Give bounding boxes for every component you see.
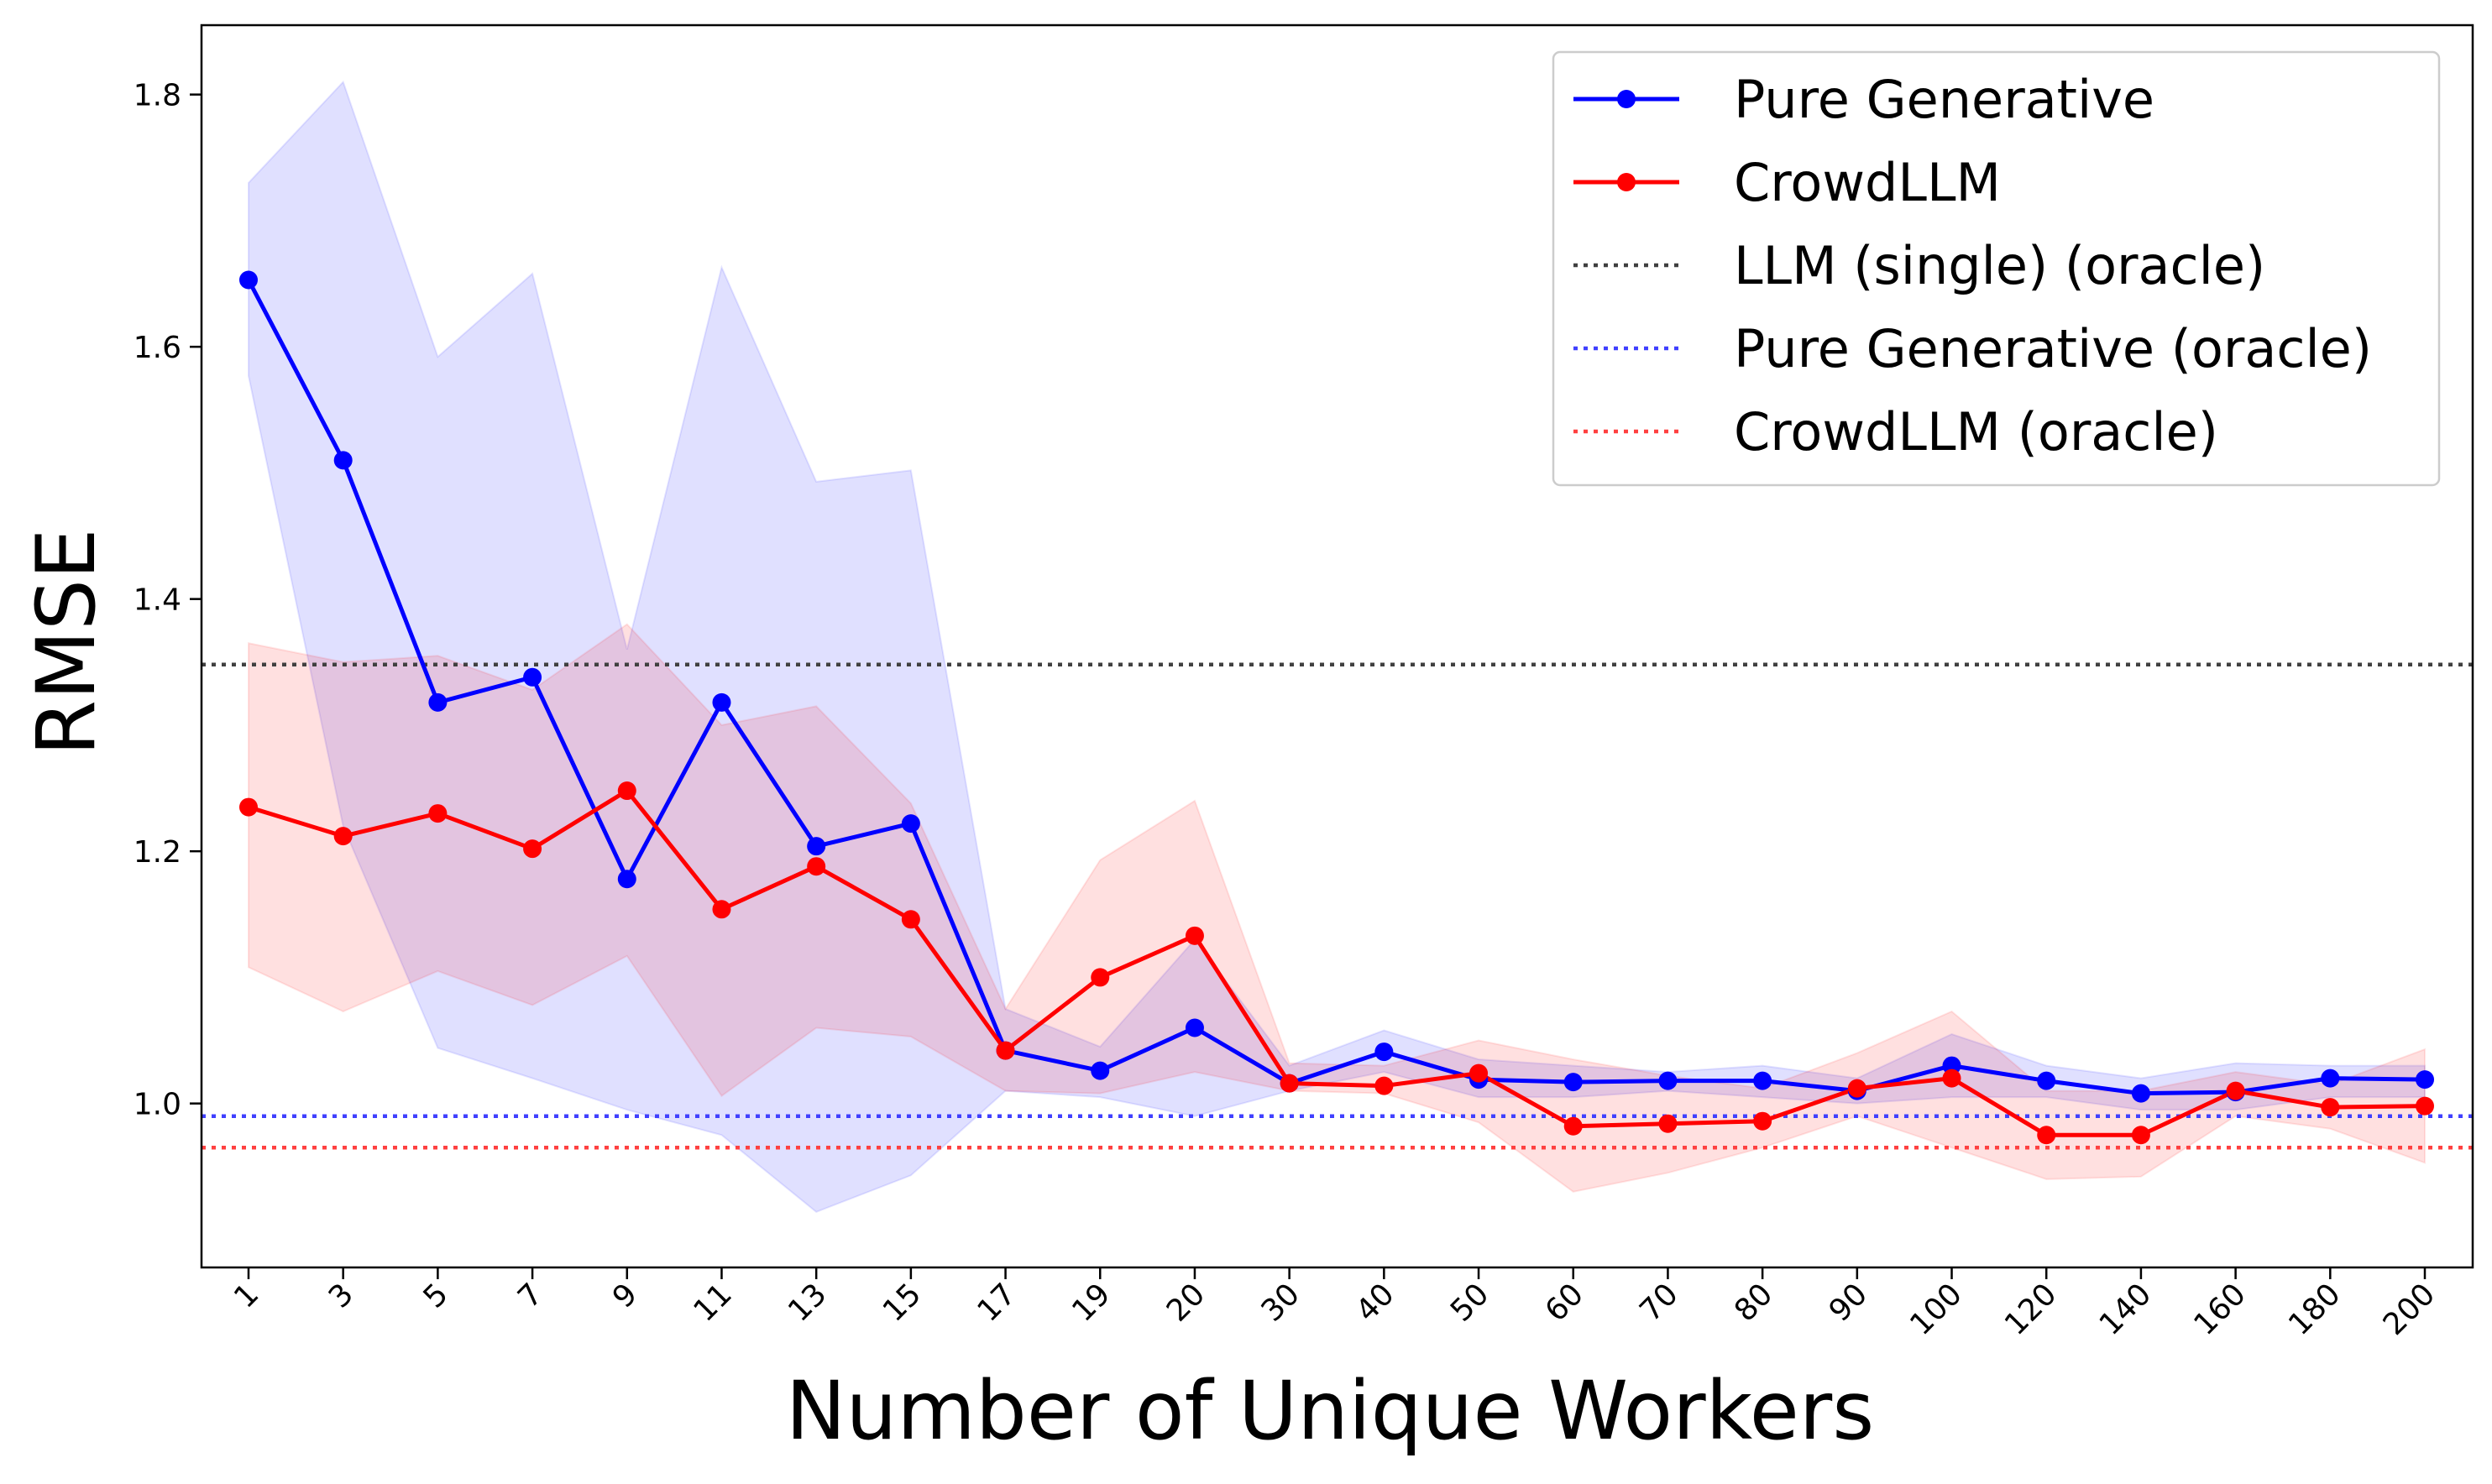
point-pure-generative bbox=[1374, 1042, 1394, 1062]
point-crowdllm bbox=[428, 804, 448, 823]
point-crowdllm bbox=[1563, 1116, 1583, 1136]
y-axis-label: RMSE bbox=[19, 528, 113, 755]
point-pure-generative bbox=[712, 692, 731, 712]
plot-frame bbox=[200, 24, 2474, 1269]
x-tick-label: 7 bbox=[511, 1277, 549, 1314]
point-crowdllm bbox=[617, 781, 636, 801]
legend-marker bbox=[1617, 173, 1636, 191]
point-crowdllm bbox=[1374, 1076, 1394, 1095]
x-tick-label: 20 bbox=[1160, 1277, 1212, 1328]
point-pure-generative bbox=[2131, 1084, 2150, 1103]
point-crowdllm bbox=[1469, 1063, 1489, 1083]
point-crowdllm bbox=[1753, 1111, 1772, 1131]
point-pure-generative bbox=[428, 692, 448, 712]
line-crowdllm bbox=[248, 788, 2426, 1137]
legend-label: LLM (single) (oracle) bbox=[1734, 235, 2265, 296]
x-tick-label: 70 bbox=[1633, 1277, 1684, 1328]
point-crowdllm bbox=[996, 1041, 1015, 1060]
legend-label: CrowdLLM bbox=[1734, 152, 2001, 213]
x-tick-label: 13 bbox=[782, 1277, 833, 1328]
x-tick-label: 60 bbox=[1539, 1277, 1590, 1328]
y-tick-label: 1.6 bbox=[134, 331, 181, 365]
x-tick-label: 15 bbox=[877, 1277, 928, 1328]
x-tick-label: 80 bbox=[1728, 1277, 1779, 1328]
x-axis: 1 3 5 7 9 11 13 15 17 19 20 30 40 50 60 70 80 90 100 120 140… bbox=[228, 1267, 2442, 1342]
legend-marker bbox=[1617, 90, 1636, 108]
point-crowdllm bbox=[2131, 1126, 2150, 1145]
y-tick-label: 1.0 bbox=[134, 1088, 181, 1122]
y-tick-label: 1.2 bbox=[134, 835, 181, 870]
point-pure-generative bbox=[2321, 1069, 2340, 1088]
x-tick-label: 160 bbox=[2187, 1277, 2253, 1342]
point-crowdllm bbox=[239, 797, 258, 817]
point-pure-generative bbox=[1753, 1071, 1772, 1090]
band-crowdllm bbox=[248, 623, 2426, 1193]
x-tick-label: 9 bbox=[606, 1277, 644, 1314]
y-axis: 1.0 1.2 1.4 1.6 1.8 bbox=[134, 79, 202, 1122]
x-tick-label: 90 bbox=[1823, 1277, 1874, 1328]
point-pure-generative bbox=[333, 451, 353, 470]
point-crowdllm bbox=[1280, 1074, 1299, 1093]
series-lines bbox=[246, 279, 2426, 1137]
point-pure-generative bbox=[239, 270, 258, 290]
legend-label: CrowdLLM (oracle) bbox=[1734, 401, 2218, 462]
x-tick-label: 30 bbox=[1255, 1277, 1306, 1328]
point-pure-generative bbox=[1563, 1073, 1583, 1092]
point-pure-generative bbox=[807, 837, 826, 856]
x-tick-label: 40 bbox=[1349, 1277, 1400, 1328]
point-crowdllm bbox=[1658, 1114, 1678, 1133]
point-crowdllm bbox=[1185, 926, 1204, 945]
legend-label: Pure Generative (oracle) bbox=[1734, 318, 2372, 379]
point-crowdllm bbox=[333, 827, 353, 846]
point-crowdllm bbox=[1091, 968, 1110, 987]
point-pure-generative bbox=[1185, 1018, 1204, 1037]
x-tick-label: 50 bbox=[1444, 1277, 1495, 1328]
point-pure-generative bbox=[2037, 1071, 2056, 1090]
point-crowdllm bbox=[2226, 1081, 2245, 1100]
point-pure-generative bbox=[2416, 1070, 2434, 1089]
x-tick-label: 11 bbox=[687, 1277, 738, 1328]
point-crowdllm bbox=[2416, 1096, 2434, 1116]
point-crowdllm bbox=[1847, 1079, 1866, 1098]
point-crowdllm bbox=[712, 900, 731, 919]
x-tick-label: 100 bbox=[1903, 1277, 1969, 1342]
point-pure-generative bbox=[523, 667, 542, 687]
x-tick-label: 140 bbox=[2093, 1277, 2159, 1342]
point-crowdllm bbox=[1942, 1069, 1961, 1088]
x-tick-label: 200 bbox=[2377, 1277, 2442, 1342]
series-markers bbox=[239, 270, 2434, 1145]
line-pure-generative bbox=[246, 279, 2426, 1096]
point-pure-generative bbox=[901, 814, 920, 833]
x-tick-label: 120 bbox=[1998, 1277, 2064, 1342]
legend-label: Pure Generative bbox=[1734, 69, 2154, 130]
legend-box bbox=[1552, 50, 2441, 487]
x-tick-label: 180 bbox=[2282, 1277, 2348, 1342]
x-tick-label: 1 bbox=[228, 1277, 265, 1314]
x-tick-label: 17 bbox=[971, 1277, 1023, 1328]
point-crowdllm bbox=[807, 857, 826, 876]
x-tick-label: 5 bbox=[417, 1277, 455, 1314]
x-tick-label: 19 bbox=[1065, 1277, 1117, 1328]
x-axis-label: Number of Unique Workers bbox=[786, 1364, 1875, 1458]
point-pure-generative bbox=[1658, 1071, 1678, 1090]
point-crowdllm bbox=[523, 839, 542, 859]
point-crowdllm bbox=[2037, 1126, 2056, 1145]
x-tick-label: 3 bbox=[322, 1277, 360, 1314]
point-pure-generative bbox=[617, 870, 636, 889]
legend: Pure Generative CrowdLLM LLM (single) (ora… bbox=[1552, 50, 2441, 487]
point-pure-generative bbox=[1091, 1061, 1110, 1080]
point-crowdllm bbox=[2321, 1098, 2340, 1117]
y-tick-label: 1.4 bbox=[134, 583, 181, 618]
y-tick-label: 1.8 bbox=[134, 79, 181, 113]
point-crowdllm bbox=[901, 910, 920, 929]
